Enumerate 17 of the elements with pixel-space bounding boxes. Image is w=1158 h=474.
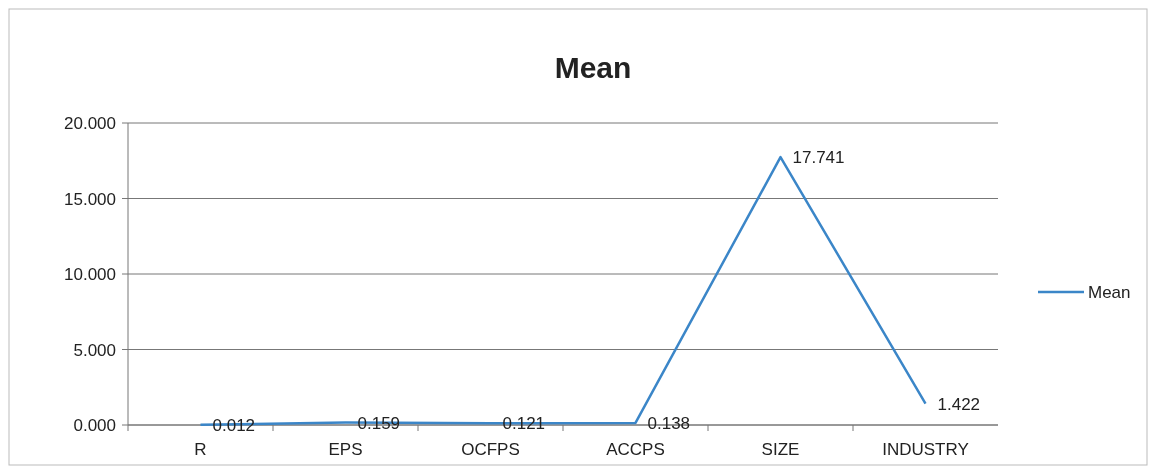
data-label: 17.741: [792, 148, 845, 168]
y-tick-label: 5.000: [73, 340, 116, 360]
x-tick-label: SIZE: [761, 440, 800, 459]
y-tick-label: 15.000: [64, 189, 116, 209]
x-tick-label: OCFPS: [461, 440, 520, 459]
y-tick-label: 0.000: [73, 416, 116, 435]
y-tick-label: 20.000: [64, 114, 116, 133]
data-label: 0.138: [647, 413, 691, 433]
x-tick-label: R: [194, 440, 207, 459]
data-label: 1.422: [937, 394, 981, 414]
legend-label: Mean: [1088, 283, 1131, 302]
data-label: 0.159: [357, 413, 401, 433]
x-tick-label: ACCPS: [606, 440, 665, 459]
y-tick-label: 10.000: [64, 265, 116, 284]
x-tick-label: INDUSTRY: [882, 440, 969, 459]
x-tick-label: EPS: [328, 440, 363, 459]
chart-title: Mean: [554, 51, 632, 84]
